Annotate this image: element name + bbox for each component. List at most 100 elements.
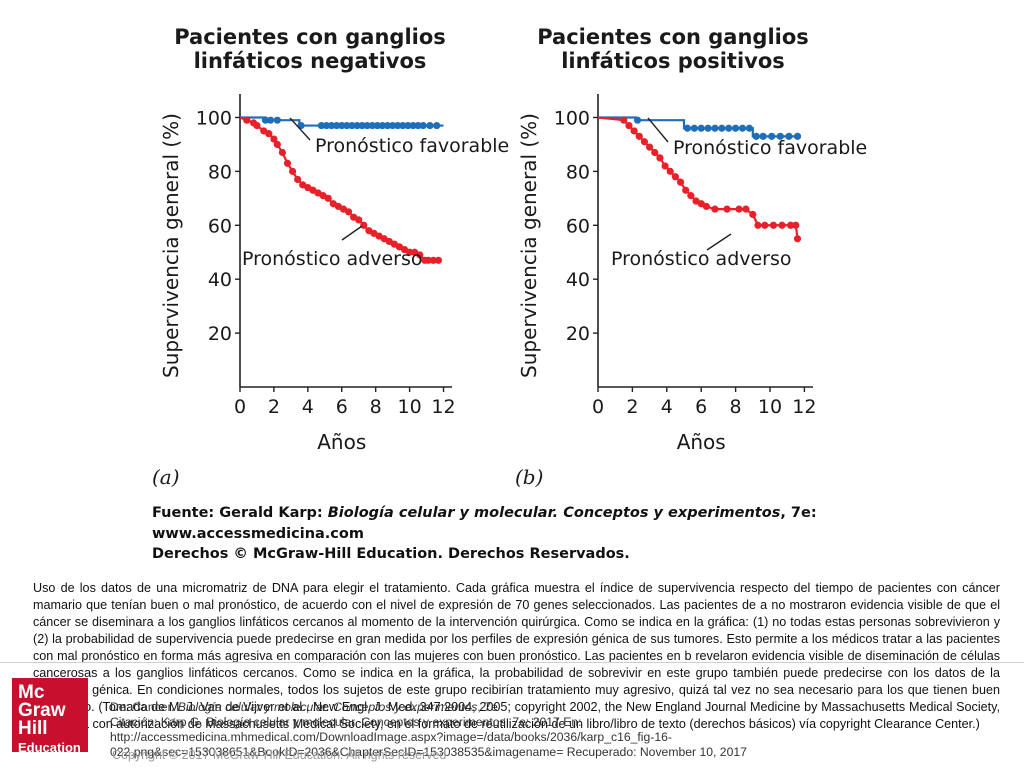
source-line-3: Derechos © McGraw-Hill Education. Derech…: [152, 546, 630, 560]
data-point-adverse: [294, 175, 302, 184]
annotation-adverse: Pronóstico adverso: [242, 248, 423, 270]
data-point-adverse: [711, 205, 719, 213]
footer-divider: [0, 662, 1024, 663]
annotation-adverse: Pronóstico adverso: [611, 248, 792, 270]
data-point-favorable: [333, 121, 341, 130]
data-point-adverse: [324, 194, 332, 202]
x-tick-label: 6: [336, 396, 348, 418]
logo-text-hill: Hill: [18, 718, 48, 739]
data-point-favorable: [266, 116, 275, 124]
citation-line-2: Citación: Karp G. Biología celular y mol…: [110, 715, 582, 729]
data-point-favorable: [378, 121, 387, 130]
data-point-adverse: [787, 221, 795, 229]
data-point-favorable: [358, 121, 366, 130]
chart-title-line-1: Pacientes con ganglios: [537, 25, 809, 49]
data-point-favorable: [404, 121, 412, 130]
data-point-adverse: [646, 143, 654, 151]
panel-label: (b): [515, 465, 543, 489]
data-point-adverse: [278, 148, 286, 157]
data-point-favorable: [273, 116, 281, 124]
figure-panel: Pacientes con ganglios linfáticos negativ…: [140, 22, 870, 560]
data-point-favorable: [725, 124, 733, 132]
citation-line-3[interactable]: http://accessmedicina.mhmedical.com/Down…: [110, 730, 672, 744]
logo-text-education: Education: [18, 740, 81, 755]
x-axis-label: Años: [677, 430, 726, 454]
data-point-favorable: [759, 132, 767, 140]
annotation-leader-favorable: [647, 117, 669, 143]
x-tick-label: 4: [302, 396, 314, 418]
x-tick-label: 10: [758, 396, 782, 418]
data-point-adverse: [360, 221, 368, 229]
data-point-adverse: [754, 221, 762, 229]
data-point-favorable: [338, 121, 346, 130]
data-point-adverse: [265, 130, 273, 138]
y-tick-label: 80: [208, 161, 232, 183]
data-point-favorable: [768, 132, 776, 140]
x-tick-label: 12: [431, 396, 455, 418]
y-tick-label: 20: [208, 323, 232, 345]
data-point-adverse: [749, 210, 757, 219]
data-point-favorable: [745, 124, 753, 132]
data-point-adverse: [661, 162, 669, 170]
source-line-2: www.accessmedicina.com: [152, 526, 364, 542]
logo-text-graw: Graw: [18, 700, 66, 721]
y-tick-label: 100: [196, 107, 232, 129]
data-point-adverse: [625, 121, 633, 130]
data-point-favorable: [732, 124, 740, 132]
y-tick-label: 20: [566, 323, 590, 345]
x-tick-label: 2: [268, 396, 280, 418]
data-point-favorable: [697, 124, 705, 132]
y-tick-label: 40: [566, 269, 590, 291]
data-point-adverse: [416, 251, 424, 259]
data-point-favorable: [793, 132, 802, 140]
data-point-favorable: [409, 121, 417, 130]
y-tick-label: 100: [554, 107, 590, 129]
data-point-adverse: [761, 221, 769, 229]
data-point-adverse: [702, 202, 710, 211]
data-point-favorable: [322, 121, 331, 130]
y-axis-label: Supervivencia general (%): [159, 113, 183, 378]
data-point-favorable: [633, 116, 642, 124]
data-point-adverse: [424, 256, 432, 264]
source-line-1: Fuente: Gerald Karp: Biología celular y …: [152, 505, 817, 521]
data-point-favorable: [383, 121, 392, 130]
data-point-favorable: [394, 121, 402, 130]
data-point-adverse: [676, 178, 685, 186]
data-point-adverse: [288, 167, 297, 175]
data-point-favorable: [368, 121, 376, 130]
y-tick-label: 40: [208, 269, 232, 291]
x-tick-label: 2: [626, 396, 638, 418]
logo-text-mc: Mc: [18, 682, 45, 703]
annotation-leader-adverse: [341, 225, 363, 241]
data-point-favorable: [414, 121, 422, 130]
data-point-adverse: [620, 116, 628, 124]
data-point-adverse: [656, 154, 664, 162]
citation-line-4[interactable]: 022.png&sec=153038651&BookID=2036&Chapte…: [110, 745, 747, 759]
data-point-adverse: [270, 135, 278, 143]
data-point-adverse: [640, 138, 649, 146]
chart-title-line-2: linfáticos positivos: [561, 49, 785, 73]
data-point-adverse: [243, 116, 251, 124]
data-point-adverse: [723, 205, 731, 213]
data-point-adverse: [283, 159, 292, 167]
data-point-favorable: [343, 121, 351, 130]
data-point-favorable: [718, 124, 726, 132]
data-point-favorable: [419, 121, 427, 130]
data-point-adverse: [793, 235, 802, 243]
annotation-favorable: Pronóstico favorable: [673, 137, 867, 159]
data-point-adverse: [344, 208, 353, 216]
data-point-favorable: [353, 121, 361, 130]
mcgraw-hill-logo: Mc Graw Hill Education: [12, 678, 88, 755]
y-tick-label: 60: [208, 215, 232, 237]
x-tick-label: 0: [592, 396, 604, 418]
data-point-favorable: [683, 124, 692, 132]
data-point-favorable: [399, 121, 407, 130]
data-point-favorable: [348, 121, 356, 130]
data-point-favorable: [426, 121, 434, 130]
data-point-adverse: [671, 173, 679, 181]
data-point-adverse: [651, 148, 659, 157]
x-tick-label: 6: [695, 396, 707, 418]
